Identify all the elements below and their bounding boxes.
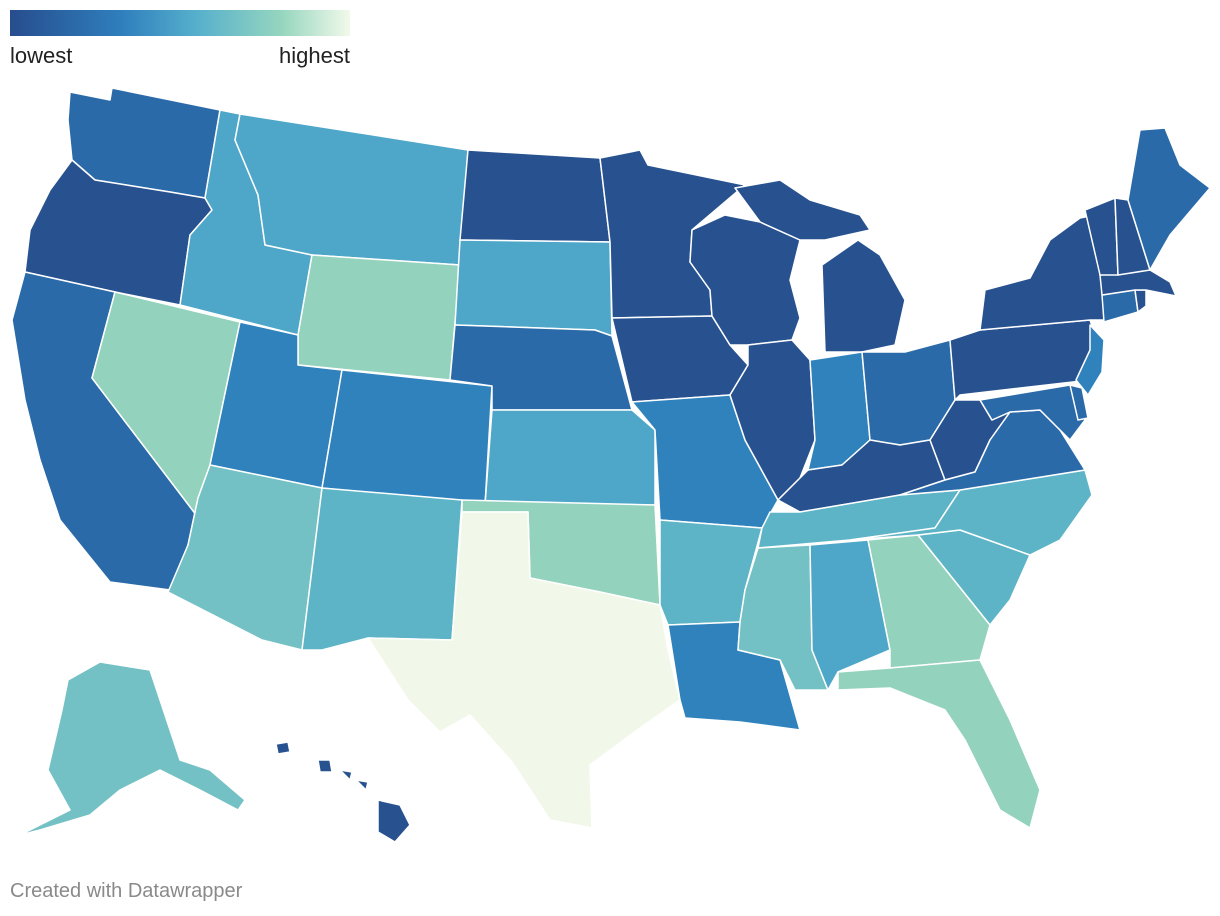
- state-florida[interactable]: [837, 659, 1041, 829]
- state-hawaii[interactable]: [275, 741, 411, 843]
- color-legend: lowest highest: [10, 10, 350, 71]
- state-maine[interactable]: [1127, 127, 1211, 271]
- state-kansas[interactable]: [484, 409, 656, 506]
- datawrapper-credit: Created with Datawrapper: [10, 880, 243, 902]
- state-alaska[interactable]: [19, 661, 246, 836]
- state-delaware[interactable]: [1069, 384, 1089, 421]
- state-new-york[interactable]: [979, 214, 1105, 331]
- legend-gradient-bar: [10, 10, 350, 36]
- state-new-jersey[interactable]: [1075, 324, 1105, 396]
- state-north-dakota[interactable]: [459, 149, 611, 243]
- legend-low-label: lowest: [10, 43, 73, 68]
- state-michigan[interactable]: [734, 179, 906, 353]
- state-montana[interactable]: [234, 113, 469, 266]
- state-colorado[interactable]: [321, 369, 493, 506]
- state-south-dakota[interactable]: [454, 239, 613, 337]
- legend-high-label: highest: [279, 43, 350, 68]
- us-choropleth-map: [11, 87, 1211, 843]
- state-wyoming[interactable]: [297, 254, 461, 381]
- state-massachusetts[interactable]: [1099, 269, 1177, 297]
- state-new-mexico[interactable]: [301, 487, 463, 651]
- state-texas[interactable]: [367, 511, 681, 829]
